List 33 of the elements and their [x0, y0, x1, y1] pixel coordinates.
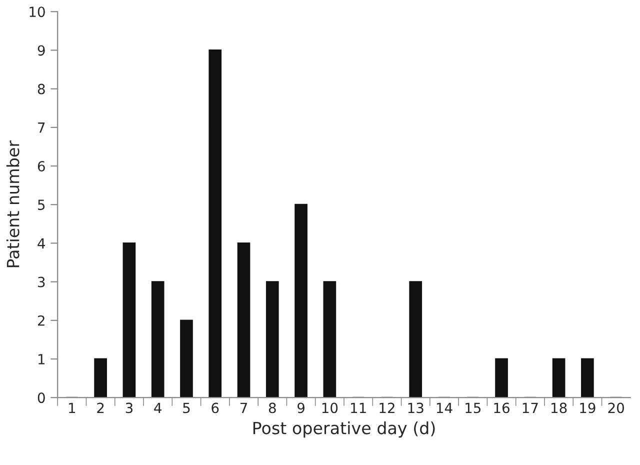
x-tick-label: 18	[551, 402, 567, 414]
x-tick-label: 15	[466, 402, 481, 414]
x-tick-label: 6	[212, 402, 219, 414]
y-tick-label: 10	[30, 6, 45, 18]
y-tick-label: 0	[38, 392, 45, 404]
x-tick-label: 12	[380, 402, 394, 413]
x-tick-label: 13	[408, 402, 424, 414]
x-tick-label: 11	[351, 402, 366, 413]
y-axis-title: Patient number	[6, 140, 20, 268]
x-tick-label: 8	[268, 402, 276, 414]
y-tick-label: 1	[38, 354, 45, 364]
x-tick-label: 1	[69, 402, 76, 413]
y-tick-label: 5	[38, 200, 45, 210]
x-tick-label: 10	[322, 402, 338, 414]
y-tick-label: 8	[38, 84, 45, 94]
x-tick-label: 9	[297, 402, 304, 414]
x-tick-label: 16	[494, 402, 510, 414]
y-tick-label: 3	[38, 276, 45, 288]
x-tick-label: 2	[97, 402, 104, 413]
x-tick-label: 14	[436, 402, 452, 413]
y-tick-label: 4	[38, 238, 46, 248]
x-tick-label: 20	[608, 402, 624, 414]
x-tick-label: 19	[580, 402, 596, 414]
y-tick-label: 9	[38, 45, 45, 56]
y-tick-label: 7	[38, 122, 45, 133]
x-tick-label: 5	[183, 402, 190, 414]
x-axis-title: Post operative day (d)	[253, 421, 435, 438]
y-tick-label: 6	[38, 160, 45, 172]
y-tick-label: 2	[38, 315, 44, 326]
x-tick-label: 3	[126, 402, 133, 414]
x-tick-label: 17	[522, 402, 538, 413]
x-tick-label: 7	[240, 402, 247, 413]
x-tick-label: 4	[154, 402, 162, 413]
